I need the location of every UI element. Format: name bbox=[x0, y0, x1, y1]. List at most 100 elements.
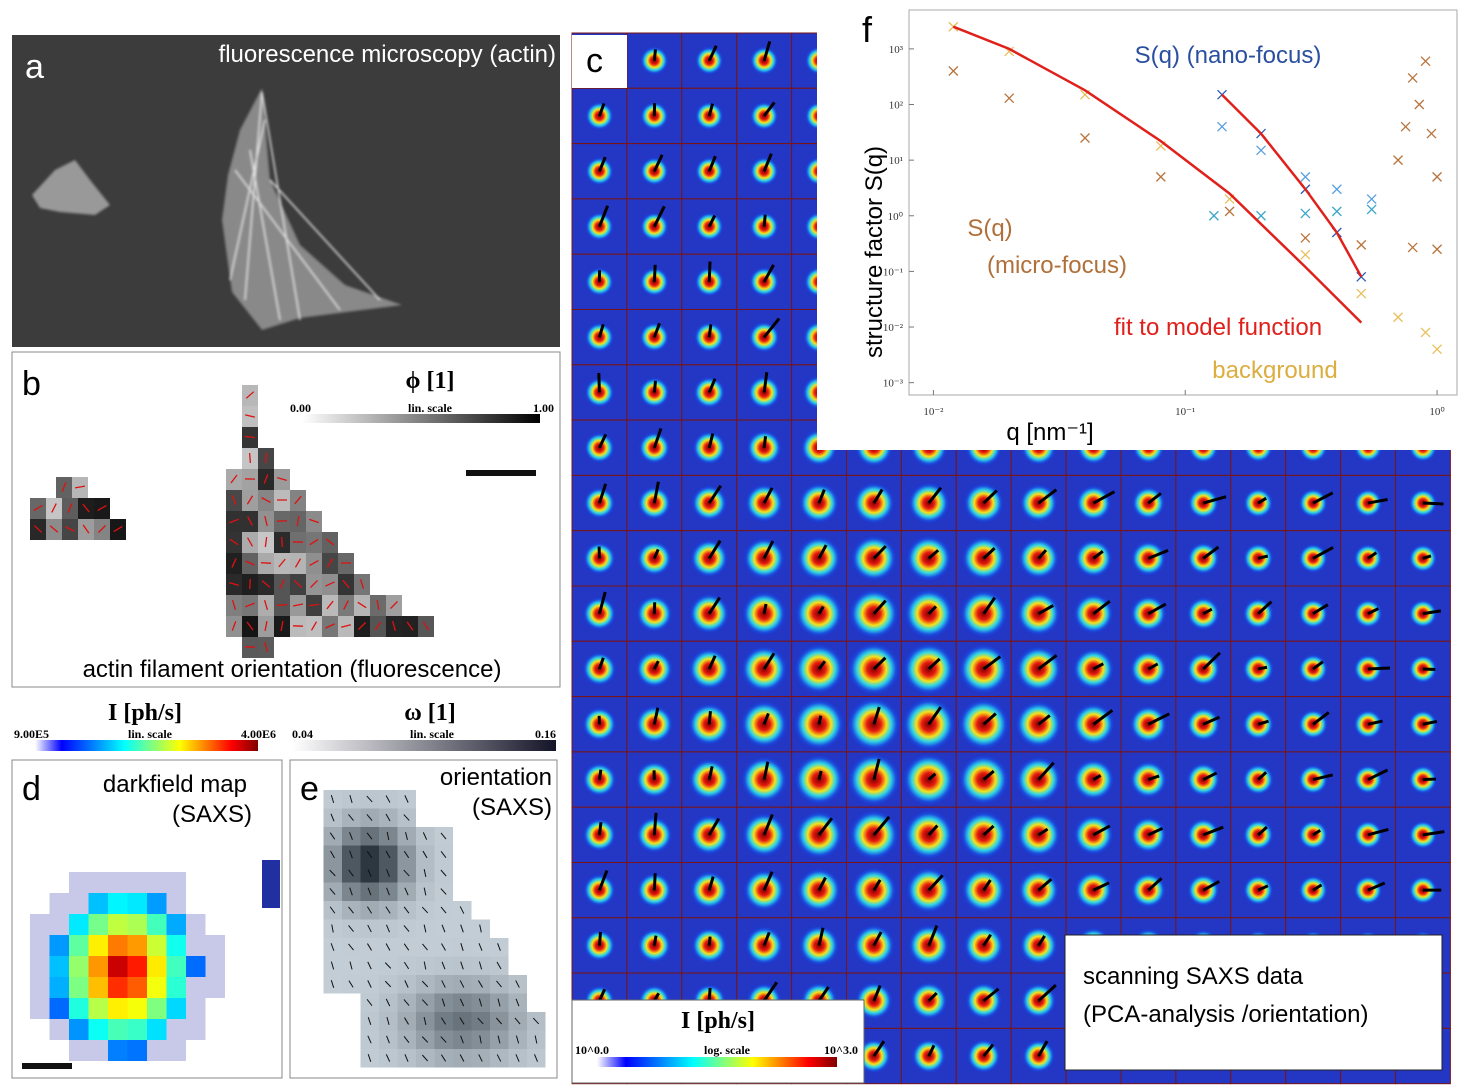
map-cell bbox=[69, 1040, 89, 1061]
pattern bbox=[1297, 542, 1329, 574]
orientation-stick bbox=[1312, 711, 1330, 726]
orientation-stick bbox=[598, 156, 607, 172]
orientation-stick bbox=[762, 540, 775, 560]
scale-bar bbox=[22, 1063, 72, 1069]
orientation-stick bbox=[460, 943, 464, 951]
orientation-stick bbox=[598, 869, 609, 891]
orientation-stick bbox=[1367, 551, 1378, 560]
orientation-stick bbox=[652, 380, 658, 393]
orientation-stick bbox=[61, 482, 67, 492]
map-cell bbox=[69, 956, 89, 977]
orientation-stick bbox=[423, 868, 427, 878]
map-cell bbox=[147, 872, 167, 893]
orientation-stick bbox=[385, 850, 391, 859]
pattern bbox=[795, 535, 843, 582]
orientation-stick bbox=[1037, 827, 1049, 837]
pattern bbox=[795, 867, 843, 914]
orientation-stick bbox=[459, 906, 465, 914]
orientation-stick bbox=[294, 558, 302, 568]
orientation-stick bbox=[496, 961, 502, 970]
orientation-stick bbox=[652, 427, 663, 449]
orientation-stick bbox=[231, 495, 237, 505]
orientation-stick bbox=[1257, 554, 1269, 560]
pattern bbox=[1297, 597, 1329, 630]
orientation-stick bbox=[263, 474, 269, 484]
orientation-stick bbox=[367, 943, 372, 951]
map-cell bbox=[166, 977, 186, 998]
orientation-stick bbox=[403, 999, 410, 1006]
orientation-stick bbox=[478, 980, 483, 988]
orientation-stick bbox=[441, 998, 446, 1007]
orientation-stick bbox=[1422, 609, 1442, 616]
map-cell bbox=[88, 998, 108, 1019]
colorbar-title: ϕ [1] bbox=[406, 368, 455, 394]
orientation-stick bbox=[927, 1044, 936, 1057]
orientation-stick bbox=[231, 600, 237, 610]
orientation-stick bbox=[652, 707, 660, 725]
orientation-stick bbox=[423, 887, 427, 896]
orientation-stick bbox=[534, 1035, 538, 1044]
orientation-stick bbox=[496, 980, 502, 988]
orientation-stick bbox=[762, 101, 776, 117]
data-point bbox=[1420, 56, 1431, 67]
orientation-stick bbox=[1202, 545, 1220, 560]
orientation-stick bbox=[440, 851, 447, 858]
orientation-stick bbox=[385, 943, 391, 951]
orientation-stick bbox=[229, 518, 239, 524]
orientation-stick bbox=[514, 1017, 521, 1025]
orientation-stick bbox=[982, 596, 997, 615]
orientation-stick bbox=[1147, 492, 1162, 505]
data-point bbox=[1300, 249, 1311, 260]
orientation-stick bbox=[982, 879, 992, 891]
orientation-stick bbox=[817, 986, 830, 1002]
colorbar-min: 0.04 bbox=[292, 727, 313, 741]
x-tick-label: 10⁻¹ bbox=[1175, 406, 1195, 418]
orientation-stick bbox=[872, 706, 881, 725]
orientation-stick bbox=[515, 998, 520, 1007]
orientation-stick bbox=[817, 488, 826, 504]
pattern bbox=[855, 1038, 892, 1075]
map-cell bbox=[69, 893, 89, 914]
map-cell bbox=[88, 914, 108, 935]
pattern bbox=[583, 431, 616, 464]
orientation-stick bbox=[349, 887, 353, 896]
orientation-stick bbox=[652, 264, 657, 282]
orientation-stick bbox=[403, 850, 410, 859]
map-cell bbox=[127, 956, 147, 977]
map-cell bbox=[69, 872, 89, 893]
orientation-stick bbox=[652, 481, 660, 504]
y-tick-label: 10⁰ bbox=[888, 211, 904, 223]
orientation-stick bbox=[1092, 881, 1110, 892]
pattern bbox=[792, 697, 846, 751]
colorbar-max: 0.16 bbox=[535, 727, 556, 741]
colorbar-title: I [ph/s] bbox=[108, 700, 182, 726]
pattern bbox=[584, 321, 615, 353]
orientation-stick bbox=[421, 1054, 429, 1062]
pattern bbox=[1297, 874, 1329, 906]
map-cell bbox=[108, 1019, 128, 1040]
orientation-stick bbox=[515, 1054, 520, 1062]
orientation-stick bbox=[348, 814, 354, 821]
pattern bbox=[957, 642, 1010, 696]
orientation-stick bbox=[653, 660, 660, 670]
orientation-stick bbox=[1037, 984, 1057, 1002]
data-point bbox=[1414, 99, 1425, 110]
orientation-stick bbox=[244, 435, 256, 439]
orientation-stick bbox=[515, 1035, 520, 1044]
colorbar-max: 1.00 bbox=[533, 401, 554, 415]
orientation-stick bbox=[330, 943, 335, 951]
orientation-stick bbox=[1147, 602, 1167, 615]
panel-label: f bbox=[862, 9, 873, 50]
orientation-stick bbox=[1037, 761, 1055, 781]
orientation-stick bbox=[598, 591, 607, 615]
orientation-stick bbox=[329, 888, 336, 895]
orientation-stick bbox=[366, 850, 373, 859]
map-cell bbox=[147, 998, 167, 1019]
orientation-stick bbox=[1422, 501, 1444, 506]
pattern bbox=[797, 481, 841, 525]
orientation-stick bbox=[598, 988, 607, 1002]
orientation-stick bbox=[927, 657, 941, 671]
map-cell bbox=[166, 872, 186, 893]
map-cell bbox=[205, 977, 225, 998]
colorbar-max: 4.00E6 bbox=[241, 727, 276, 741]
